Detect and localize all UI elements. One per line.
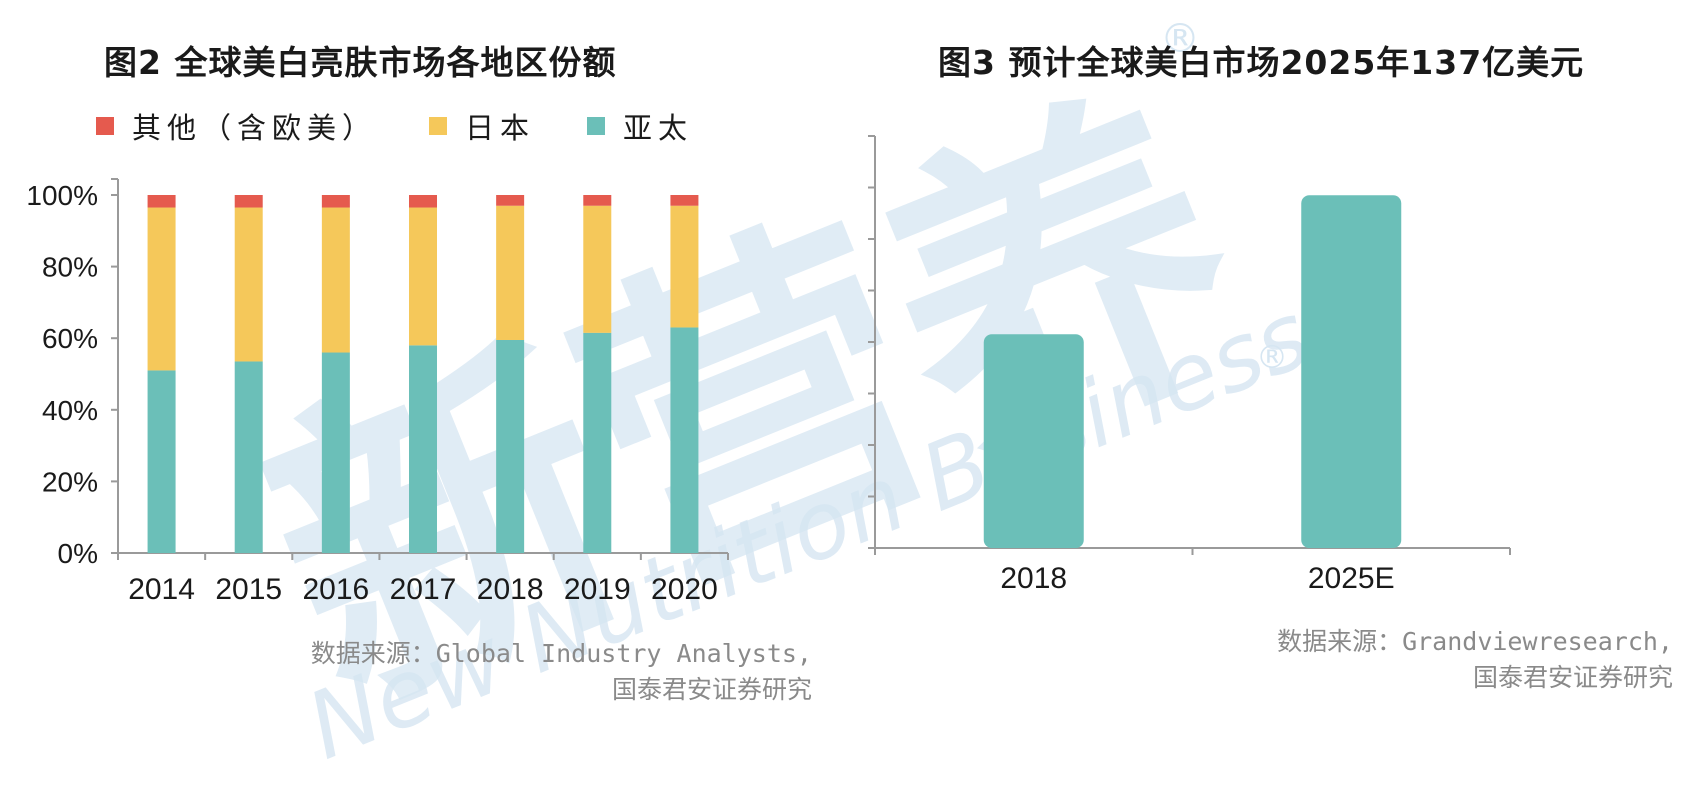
bar-chart: 02040608010012014016020182025E <box>868 135 1511 595</box>
bar <box>983 334 1084 548</box>
bar-segment <box>670 195 699 206</box>
legend: 其他（含欧美） 日本 亚太 <box>96 105 745 147</box>
source-line: 国泰君安证券研究 <box>611 675 812 704</box>
right-chart-panel: 图3 预计全球美白市场2025年137亿美元 02040608010012014… <box>860 0 1697 793</box>
bar-segment <box>670 205 699 328</box>
bar-segment <box>583 195 612 206</box>
bar-segment <box>583 332 612 553</box>
bar-segment <box>409 345 437 553</box>
bar-segment <box>147 207 176 371</box>
chart-title: 图2 全球美白亮肤市场各地区份额 <box>104 43 617 82</box>
source-line: 数据来源：Global Industry Analysts, <box>310 639 812 668</box>
bar-segment <box>321 207 350 353</box>
legend-swatch-asia-pacific <box>587 117 606 135</box>
legend-swatch-japan <box>429 117 448 135</box>
bar <box>1301 195 1402 548</box>
source-line: 数据来源：Grandviewresearch, <box>1277 627 1673 656</box>
y-tick-label: 100% <box>26 180 98 211</box>
bar-segment <box>321 195 350 208</box>
bar-segment <box>496 195 525 206</box>
x-tick-label: 2015 <box>215 573 282 606</box>
chart-title: 图3 预计全球美白市场2025年137亿美元 <box>938 43 1585 82</box>
legend-swatch-other <box>96 117 114 135</box>
x-tick-label: 2019 <box>564 573 631 606</box>
legend-item-asia-pacific: 亚太 <box>587 105 693 147</box>
y-tick-label: 0% <box>58 538 98 569</box>
x-tick-label: 2018 <box>477 573 544 606</box>
x-tick-label: 2017 <box>390 573 457 606</box>
y-tick-label: 40% <box>42 395 98 426</box>
stacked-bar-chart: 0% 20% 40% 60% 80% 100% 2014 2015 2016 2017 2018 20… <box>26 178 729 606</box>
bar-segment <box>583 205 612 333</box>
bar-segment <box>321 352 350 553</box>
bar-segment <box>147 370 176 553</box>
left-chart-panel: 图2 全球美白亮肤市场各地区份额 其他（含欧美） 日本 亚太 0% 20% 40% 6… <box>0 0 840 793</box>
legend-label: 亚太 <box>623 111 694 145</box>
x-tick-label: 2025E <box>1308 562 1395 595</box>
bar-segment <box>234 361 263 553</box>
legend-item-other: 其他（含欧美） <box>96 105 377 147</box>
bar-segment <box>409 207 437 346</box>
bar-segment <box>234 207 263 362</box>
legend-label: 日本 <box>465 111 536 145</box>
legend-item-japan: 日本 <box>429 105 535 147</box>
y-tick-label: 80% <box>42 252 98 283</box>
y-tick-label: 60% <box>42 323 98 354</box>
bar-segment <box>670 327 699 553</box>
source-line: 国泰君安证券研究 <box>1472 663 1673 692</box>
bar-segment <box>496 339 525 553</box>
x-tick-label: 2016 <box>302 573 369 606</box>
y-tick-label: 20% <box>42 466 98 497</box>
bar-segment <box>234 195 263 208</box>
source-note: 数据来源：Grandviewresearch, 国泰君安证券研究 <box>1277 624 1673 696</box>
bar-segment <box>147 195 176 208</box>
source-note: 数据来源：Global Industry Analysts, 国泰君安证券研究 <box>311 636 812 708</box>
x-tick-label: 2018 <box>1000 562 1067 595</box>
x-tick-label: 2014 <box>128 573 195 606</box>
x-tick-label: 2020 <box>651 573 718 606</box>
legend-label: 其他（含欧美） <box>132 111 378 145</box>
bar-segment <box>496 205 525 340</box>
bar-segment <box>409 195 437 208</box>
